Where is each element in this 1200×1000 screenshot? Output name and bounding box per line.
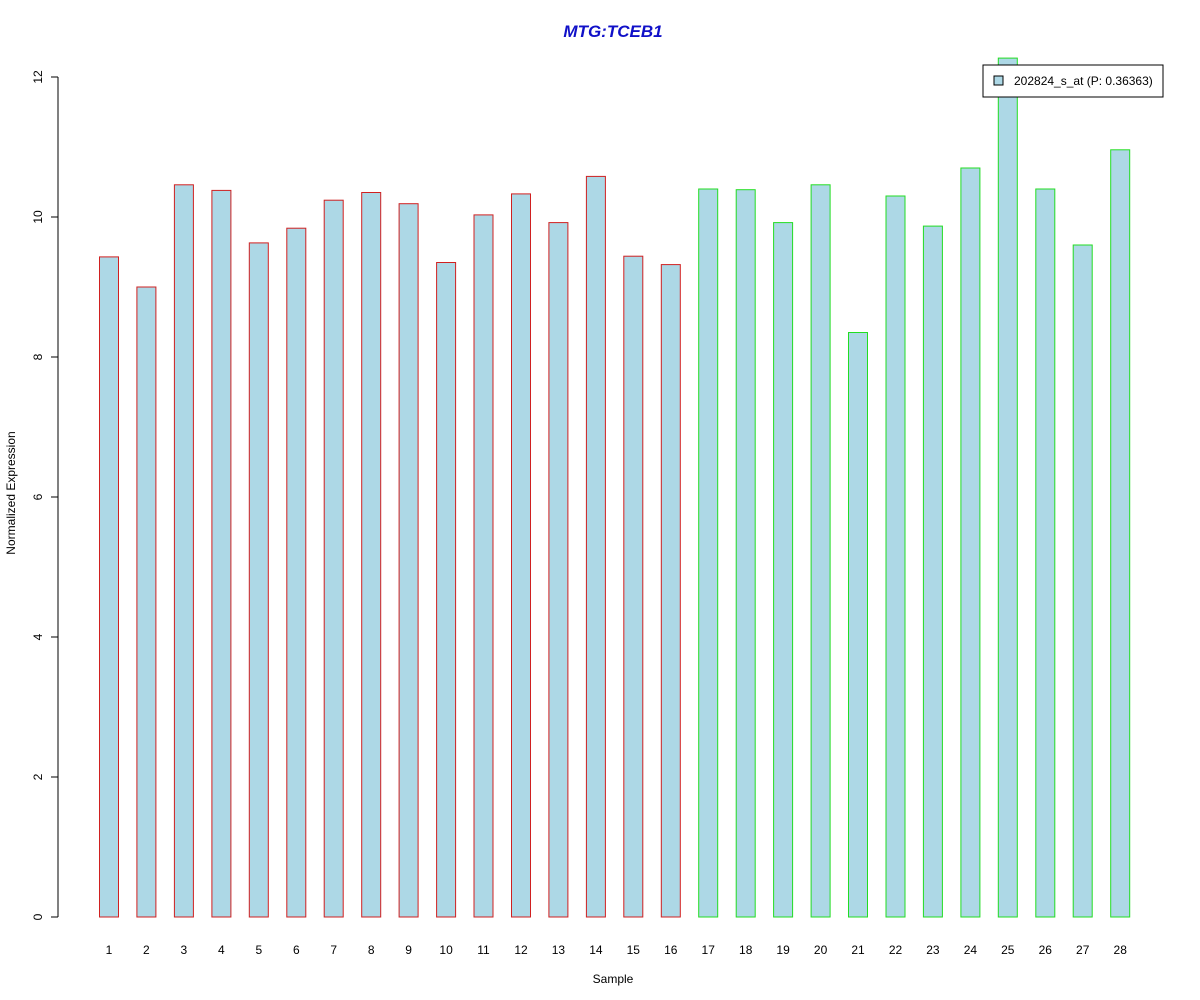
y-tick-label: 0 (31, 913, 45, 920)
bar (436, 262, 457, 918)
bar (323, 199, 344, 918)
bar (211, 189, 232, 918)
bar (960, 167, 981, 918)
bar (548, 222, 569, 918)
x-tick-label: 8 (368, 943, 375, 957)
x-tick-label: 9 (405, 943, 412, 957)
bars (99, 57, 1131, 918)
bar (623, 255, 644, 918)
y-tick-label: 6 (31, 493, 45, 500)
bar (398, 203, 419, 918)
bar (248, 242, 269, 918)
bar (885, 195, 906, 918)
y-axis-label: Normalized Expression (4, 431, 18, 554)
bar (848, 332, 868, 918)
x-tick-label: 2 (143, 943, 150, 957)
x-tick-label: 17 (702, 943, 716, 957)
bar (1110, 149, 1131, 918)
x-tick-label: 26 (1039, 943, 1053, 957)
bar (735, 189, 756, 918)
bar (99, 256, 119, 918)
x-tick-label: 15 (627, 943, 641, 957)
bar (660, 264, 681, 918)
legend-swatch (993, 75, 1004, 86)
x-tick-label: 23 (926, 943, 940, 957)
y-tick-label: 2 (31, 773, 45, 780)
bar (473, 214, 494, 918)
x-tick-label: 11 (477, 943, 490, 957)
bar (1072, 244, 1093, 918)
x-tick-label: 24 (964, 943, 978, 957)
bar (698, 188, 719, 918)
bar (511, 193, 531, 918)
bar (173, 184, 194, 918)
x-tick-label: 22 (889, 943, 903, 957)
x-tick-label: 4 (218, 943, 225, 957)
bar (361, 192, 382, 918)
x-tick-labels: 1 2 3 4 5 6 7 8 9 10 11 12 13 14 15 16 17 18 19 20 21 22 23 24 2… (106, 943, 1128, 957)
y-tick-label: 4 (31, 633, 45, 640)
bar (286, 227, 307, 918)
bar (997, 57, 1018, 918)
x-tick-label: 20 (814, 943, 828, 957)
x-axis-label: Sample (593, 972, 634, 986)
y-tick-label: 8 (31, 353, 45, 360)
x-tick-label: 6 (293, 943, 300, 957)
x-tick-label: 27 (1076, 943, 1090, 957)
x-tick-label: 18 (739, 943, 753, 957)
legend-label: 202824_s_at (P: 0.36363) (1014, 74, 1153, 88)
legend-box (982, 64, 1164, 98)
bar (136, 286, 157, 918)
x-tick-label: 3 (181, 943, 188, 957)
bar (773, 222, 794, 918)
x-tick-label: 10 (439, 943, 453, 957)
x-tick-label: 5 (255, 943, 262, 957)
x-tick-label: 7 (330, 943, 337, 957)
x-tick-label: 21 (851, 943, 865, 957)
x-tick-label: 12 (514, 943, 528, 957)
x-tick-label: 1 (106, 943, 113, 957)
x-tick-label: 19 (776, 943, 790, 957)
chart-title: MTG:TCEB1 (563, 22, 662, 41)
y-axis: 0 2 4 6 8 10 12 (31, 70, 59, 920)
x-tick-label: 14 (589, 943, 603, 957)
y-tick-label: 12 (31, 70, 45, 84)
x-tick-label: 25 (1001, 943, 1015, 957)
bar (810, 184, 831, 918)
x-tick-label: 28 (1114, 943, 1128, 957)
x-tick-label: 13 (552, 943, 566, 957)
legend: 202824_s_at (P: 0.36363) (982, 64, 1164, 98)
bar (922, 225, 943, 918)
x-tick-label: 16 (664, 943, 678, 957)
bar (1035, 188, 1056, 918)
y-tick-label: 10 (31, 210, 45, 224)
bar (585, 175, 606, 918)
